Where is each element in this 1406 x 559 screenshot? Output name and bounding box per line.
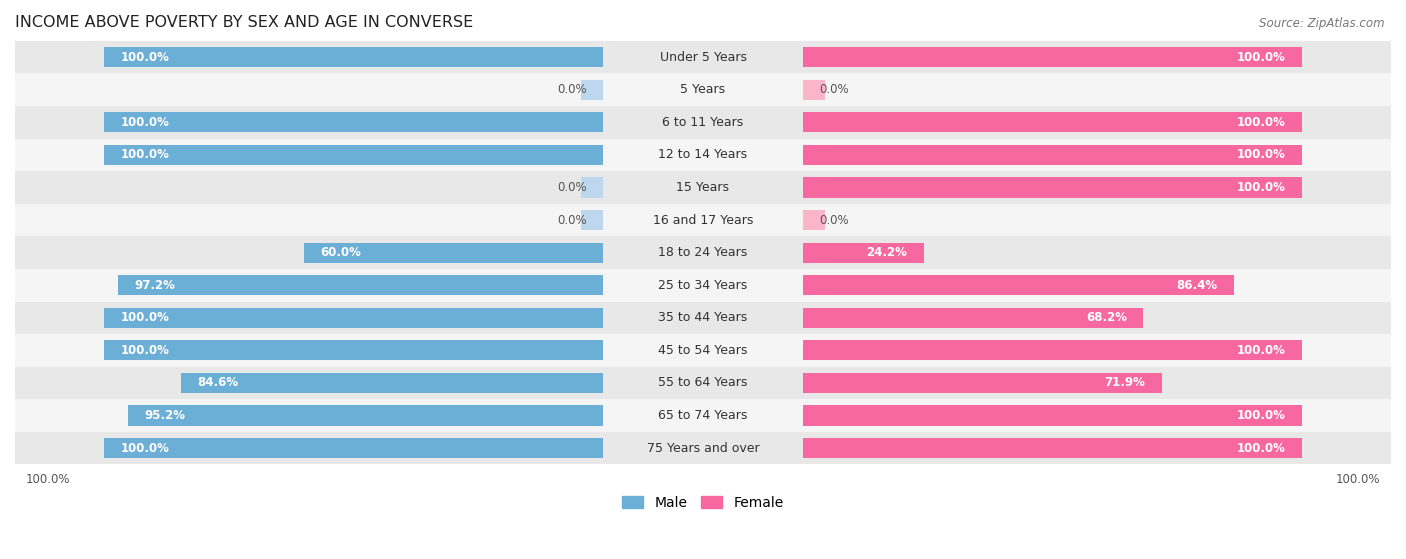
- Bar: [803, 47, 1302, 67]
- Text: 100.0%: 100.0%: [1237, 116, 1285, 129]
- Bar: [118, 275, 603, 295]
- Bar: [104, 145, 603, 165]
- Text: 100.0%: 100.0%: [1237, 51, 1285, 64]
- Bar: [104, 47, 603, 67]
- Text: 71.9%: 71.9%: [1104, 376, 1146, 390]
- Text: 45 to 54 Years: 45 to 54 Years: [658, 344, 748, 357]
- Bar: [128, 405, 603, 425]
- Text: 100.0%: 100.0%: [1237, 181, 1285, 194]
- Text: INCOME ABOVE POVERTY BY SEX AND AGE IN CONVERSE: INCOME ABOVE POVERTY BY SEX AND AGE IN C…: [15, 15, 474, 30]
- Bar: [104, 307, 603, 328]
- Bar: [15, 204, 1391, 236]
- Text: 18 to 24 Years: 18 to 24 Years: [658, 246, 748, 259]
- Text: 100.0%: 100.0%: [121, 116, 169, 129]
- Text: 100.0%: 100.0%: [27, 472, 70, 486]
- Text: 65 to 74 Years: 65 to 74 Years: [658, 409, 748, 422]
- Bar: [15, 399, 1391, 432]
- Text: 25 to 34 Years: 25 to 34 Years: [658, 279, 748, 292]
- Text: 60.0%: 60.0%: [321, 246, 361, 259]
- Text: 97.2%: 97.2%: [135, 279, 176, 292]
- Text: 100.0%: 100.0%: [1237, 442, 1285, 454]
- Bar: [803, 79, 825, 100]
- Bar: [15, 171, 1391, 204]
- Bar: [15, 334, 1391, 367]
- Text: 75 Years and over: 75 Years and over: [647, 442, 759, 454]
- Text: 35 to 44 Years: 35 to 44 Years: [658, 311, 748, 324]
- Text: 12 to 14 Years: 12 to 14 Years: [658, 148, 748, 162]
- Bar: [581, 79, 603, 100]
- Bar: [803, 307, 1143, 328]
- Text: 68.2%: 68.2%: [1085, 311, 1126, 324]
- Text: 100.0%: 100.0%: [1237, 148, 1285, 162]
- Text: Under 5 Years: Under 5 Years: [659, 51, 747, 64]
- Text: 100.0%: 100.0%: [1237, 409, 1285, 422]
- Bar: [15, 106, 1391, 139]
- Text: 100.0%: 100.0%: [1237, 344, 1285, 357]
- Bar: [803, 210, 825, 230]
- Bar: [15, 73, 1391, 106]
- Text: 100.0%: 100.0%: [121, 442, 169, 454]
- Bar: [15, 301, 1391, 334]
- Bar: [104, 438, 603, 458]
- Bar: [803, 243, 924, 263]
- Text: 0.0%: 0.0%: [820, 214, 849, 226]
- Text: 100.0%: 100.0%: [121, 344, 169, 357]
- Bar: [15, 367, 1391, 399]
- Bar: [181, 373, 603, 393]
- Bar: [803, 405, 1302, 425]
- Text: 6 to 11 Years: 6 to 11 Years: [662, 116, 744, 129]
- Bar: [803, 145, 1302, 165]
- Text: 100.0%: 100.0%: [121, 148, 169, 162]
- Text: 16 and 17 Years: 16 and 17 Years: [652, 214, 754, 226]
- Bar: [304, 243, 603, 263]
- Text: 0.0%: 0.0%: [557, 83, 586, 96]
- Text: 24.2%: 24.2%: [866, 246, 907, 259]
- Text: 0.0%: 0.0%: [557, 214, 586, 226]
- Bar: [803, 438, 1302, 458]
- Bar: [803, 177, 1302, 197]
- Text: 100.0%: 100.0%: [121, 311, 169, 324]
- Bar: [15, 432, 1391, 465]
- Bar: [803, 275, 1234, 295]
- Text: Source: ZipAtlas.com: Source: ZipAtlas.com: [1260, 17, 1385, 30]
- Text: 95.2%: 95.2%: [145, 409, 186, 422]
- Text: 100.0%: 100.0%: [1336, 472, 1379, 486]
- Bar: [803, 340, 1302, 361]
- Bar: [15, 139, 1391, 171]
- Bar: [581, 210, 603, 230]
- Text: 15 Years: 15 Years: [676, 181, 730, 194]
- Bar: [15, 41, 1391, 73]
- Bar: [104, 112, 603, 132]
- Text: 86.4%: 86.4%: [1177, 279, 1218, 292]
- Bar: [104, 340, 603, 361]
- Text: 0.0%: 0.0%: [820, 83, 849, 96]
- Bar: [15, 236, 1391, 269]
- Text: 84.6%: 84.6%: [197, 376, 239, 390]
- Bar: [15, 269, 1391, 301]
- Text: 100.0%: 100.0%: [121, 51, 169, 64]
- Text: 55 to 64 Years: 55 to 64 Years: [658, 376, 748, 390]
- Text: 5 Years: 5 Years: [681, 83, 725, 96]
- Bar: [803, 112, 1302, 132]
- Bar: [803, 373, 1161, 393]
- Text: 0.0%: 0.0%: [557, 181, 586, 194]
- Legend: Male, Female: Male, Female: [617, 490, 789, 515]
- Bar: [581, 177, 603, 197]
